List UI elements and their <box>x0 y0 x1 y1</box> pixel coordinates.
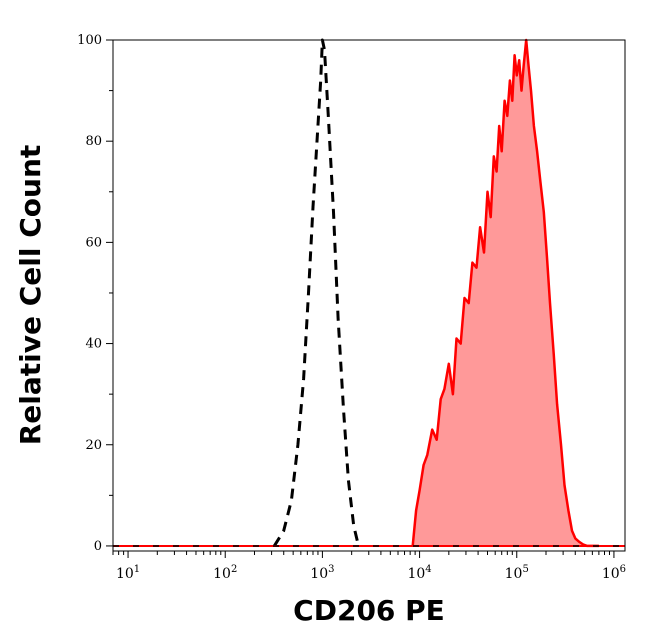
series-1-area <box>412 40 599 546</box>
series-0-line <box>273 38 360 547</box>
x-tick-label: 104 <box>407 564 431 582</box>
y-tick-label: 40 <box>85 337 102 352</box>
y-tick-label: 20 <box>85 438 102 453</box>
y-tick-label: 80 <box>85 134 102 149</box>
x-axis: 101 102 103 104 105 106 <box>112 551 626 582</box>
x-tick-label: 101 <box>116 564 140 582</box>
line-layer <box>113 38 625 548</box>
fill-layer <box>412 40 599 546</box>
x-tick-label: 106 <box>602 564 626 582</box>
series-1-line <box>411 38 599 548</box>
x-tick-label: 102 <box>213 564 237 582</box>
y-tick-label: 60 <box>85 235 102 250</box>
y-tick-label: 0 <box>94 539 102 554</box>
y-axis: 0 20 40 60 80 100 <box>77 33 113 554</box>
x-axis-label: CD206 PE <box>293 594 445 627</box>
y-axis-label: Relative Cell Count <box>14 145 47 446</box>
x-tick-label: 103 <box>310 564 334 582</box>
x-tick-label: 105 <box>505 564 529 582</box>
y-tick-label: 100 <box>77 33 102 48</box>
